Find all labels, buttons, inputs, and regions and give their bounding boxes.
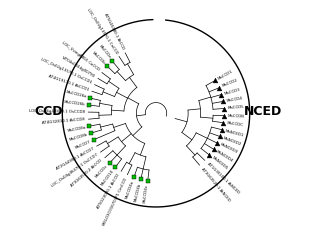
Text: AT3G63520.1 AtNCED: AT3G63520.1 AtNCED [200,167,231,202]
Text: MaCCD1: MaCCD1 [217,69,234,80]
Text: MaCCD8a: MaCCD8a [67,125,86,133]
Text: VIT04s0044g00790: VIT04s0044g00790 [61,55,96,78]
Text: LOC_Os04g46470.1 OsCCD7: LOC_Os04g46470.1 OsCCD7 [51,153,99,188]
Text: MaCCD10: MaCCD10 [100,169,115,187]
Text: MaNCED5: MaNCED5 [211,156,229,171]
Text: MaCCD26b: MaCCD26b [63,100,85,106]
Text: LOC_Os06g48810.1 OsCCD8: LOC_Os06g48810.1 OsCCD8 [29,109,85,114]
Text: MaNCED2: MaNCED2 [222,136,242,146]
Text: AT1G30100.1 AtNCED: AT1G30100.1 AtNCED [206,161,240,194]
Text: MaCCD4a: MaCCD4a [124,180,135,199]
Text: MaCCD4b: MaCCD4b [134,182,142,202]
Text: NCED: NCED [244,105,282,118]
Text: AT4G19170.1 AtCCD1: AT4G19170.1 AtCCD1 [47,74,89,92]
Text: MaNCED4: MaNCED4 [216,149,234,163]
Text: LOC_VvingAB01 CaCCD: LOC_VvingAB01 CaCCD [61,41,100,72]
Text: MaCCD7: MaCCD7 [74,139,91,150]
Text: AT5G45380.1 AtCCD: AT5G45380.1 AtCCD [104,13,125,51]
Text: AT2G44990.1 AtCCD7: AT2G44990.1 AtCCD7 [55,146,95,170]
Text: MaCCDb: MaCCDb [91,51,106,65]
Text: MaCCDB: MaCCDB [227,114,244,118]
Text: AT3G63520.2 AtCCD: AT3G63520.2 AtCCD [71,159,103,188]
Text: MaNCED1: MaNCED1 [225,129,245,137]
Text: MaCCDa: MaCCDa [98,45,112,60]
Text: CCD: CCD [35,105,63,118]
Text: MaCCD4c: MaCCD4c [143,184,149,203]
Text: MaCCD2: MaCCD2 [222,78,238,88]
Text: MELO3C016703P1 CmCCD: MELO3C016703P1 CmCCD [102,177,128,226]
Text: MaCCD5: MaCCD5 [227,105,244,110]
Text: MaCCD8b: MaCCD8b [69,132,88,142]
Text: MaCCDC: MaCCDC [227,121,244,127]
Text: MaCCD26a: MaCCD26a [65,90,87,99]
Text: MaNCED3: MaNCED3 [219,143,238,155]
Text: AT4G32810.1 AtCCD8: AT4G32810.1 AtCCD8 [42,117,85,125]
Text: MaCCD3: MaCCD3 [224,87,241,96]
Text: MaCCDx: MaCCDx [95,164,109,179]
Text: LOC_Os02g13570.1 CaCCD: LOC_Os02g13570.1 CaCCD [86,7,119,55]
Text: AT5G23020.1 AtCCD: AT5G23020.1 AtCCD [97,173,121,210]
Text: LOC_Os02g13570.1 OsCCD1: LOC_Os02g13570.1 OsCCD1 [40,58,92,85]
Text: MaCCD4: MaCCD4 [226,96,243,103]
